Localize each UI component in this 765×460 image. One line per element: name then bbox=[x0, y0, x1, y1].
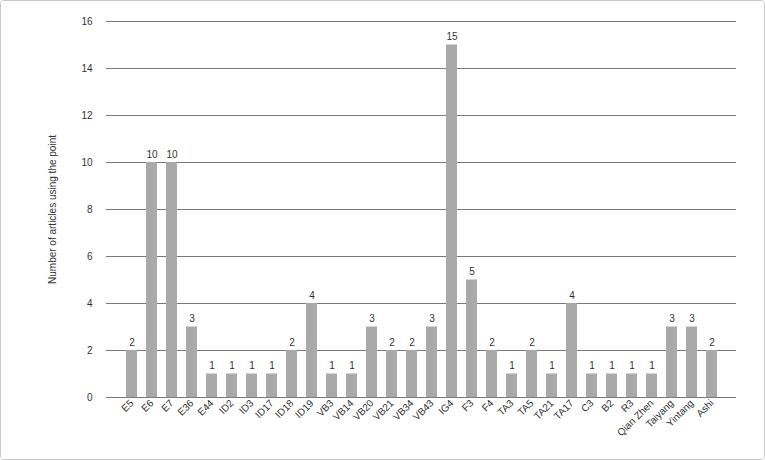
svg-text:2: 2 bbox=[389, 337, 395, 348]
svg-text:R3: R3 bbox=[618, 397, 636, 415]
svg-text:TA17: TA17 bbox=[552, 397, 576, 421]
svg-text:ID2: ID2 bbox=[217, 397, 236, 416]
svg-text:E36: E36 bbox=[175, 397, 196, 418]
svg-text:IG4: IG4 bbox=[436, 397, 455, 416]
svg-text:Qian Zhen: Qian Zhen bbox=[614, 397, 656, 439]
svg-text:10: 10 bbox=[166, 149, 178, 160]
svg-text:1: 1 bbox=[329, 360, 335, 371]
svg-text:1: 1 bbox=[629, 360, 635, 371]
svg-text:4: 4 bbox=[309, 290, 315, 301]
svg-text:10: 10 bbox=[81, 157, 93, 168]
svg-text:Ashi: Ashi bbox=[694, 397, 716, 419]
svg-text:2: 2 bbox=[409, 337, 415, 348]
svg-text:2: 2 bbox=[289, 337, 295, 348]
svg-text:ID3: ID3 bbox=[236, 397, 256, 417]
svg-text:6: 6 bbox=[87, 251, 93, 262]
svg-text:Taiyang: Taiyang bbox=[643, 397, 676, 430]
svg-text:2: 2 bbox=[129, 337, 135, 348]
svg-text:4: 4 bbox=[569, 290, 575, 301]
svg-text:2: 2 bbox=[489, 337, 495, 348]
svg-text:1: 1 bbox=[649, 360, 655, 371]
svg-text:8: 8 bbox=[87, 204, 93, 215]
svg-text:B2: B2 bbox=[599, 397, 616, 414]
svg-text:1: 1 bbox=[589, 360, 595, 371]
svg-text:TA5: TA5 bbox=[515, 397, 536, 418]
svg-text:1: 1 bbox=[549, 360, 555, 371]
svg-text:3: 3 bbox=[669, 313, 675, 324]
svg-text:4: 4 bbox=[87, 298, 93, 309]
svg-text:1: 1 bbox=[509, 360, 515, 371]
svg-text:1: 1 bbox=[209, 360, 215, 371]
svg-text:3: 3 bbox=[369, 313, 375, 324]
svg-text:C3: C3 bbox=[579, 397, 596, 414]
svg-text:ID18: ID18 bbox=[273, 397, 296, 420]
svg-text:15: 15 bbox=[446, 31, 458, 42]
svg-text:E6: E6 bbox=[139, 397, 156, 414]
svg-text:1: 1 bbox=[269, 360, 275, 371]
svg-text:VB3: VB3 bbox=[314, 397, 336, 419]
svg-text:ID19: ID19 bbox=[293, 397, 316, 420]
svg-text:2: 2 bbox=[87, 345, 93, 356]
svg-text:2: 2 bbox=[529, 337, 535, 348]
svg-text:E7: E7 bbox=[159, 397, 176, 414]
svg-text:1: 1 bbox=[249, 360, 255, 371]
svg-text:1: 1 bbox=[229, 360, 235, 371]
svg-text:10: 10 bbox=[146, 149, 158, 160]
svg-text:E44: E44 bbox=[195, 397, 216, 418]
svg-text:VB20: VB20 bbox=[351, 397, 376, 422]
svg-text:TA21: TA21 bbox=[532, 397, 556, 421]
svg-text:VB43: VB43 bbox=[411, 397, 436, 422]
svg-text:VB14: VB14 bbox=[331, 397, 356, 422]
svg-text:VB34: VB34 bbox=[391, 397, 416, 422]
svg-text:1: 1 bbox=[349, 360, 355, 371]
svg-text:F3: F3 bbox=[460, 397, 476, 413]
svg-text:VB21: VB21 bbox=[371, 397, 396, 422]
svg-text:Yintang: Yintang bbox=[664, 397, 695, 428]
svg-text:2: 2 bbox=[709, 337, 715, 348]
svg-text:Number of articles using the p: Number of articles using the point bbox=[47, 135, 58, 284]
svg-text:ID17: ID17 bbox=[253, 397, 276, 420]
svg-text:F4: F4 bbox=[480, 397, 496, 413]
svg-text:1: 1 bbox=[609, 360, 615, 371]
svg-text:E5: E5 bbox=[119, 397, 136, 414]
svg-text:TA3: TA3 bbox=[495, 397, 516, 418]
svg-text:0: 0 bbox=[87, 392, 93, 403]
svg-text:16: 16 bbox=[81, 16, 93, 27]
svg-text:3: 3 bbox=[689, 313, 695, 324]
svg-text:3: 3 bbox=[429, 313, 435, 324]
svg-text:14: 14 bbox=[81, 63, 93, 74]
svg-text:5: 5 bbox=[469, 266, 475, 277]
svg-text:12: 12 bbox=[81, 110, 93, 121]
svg-text:3: 3 bbox=[189, 313, 195, 324]
